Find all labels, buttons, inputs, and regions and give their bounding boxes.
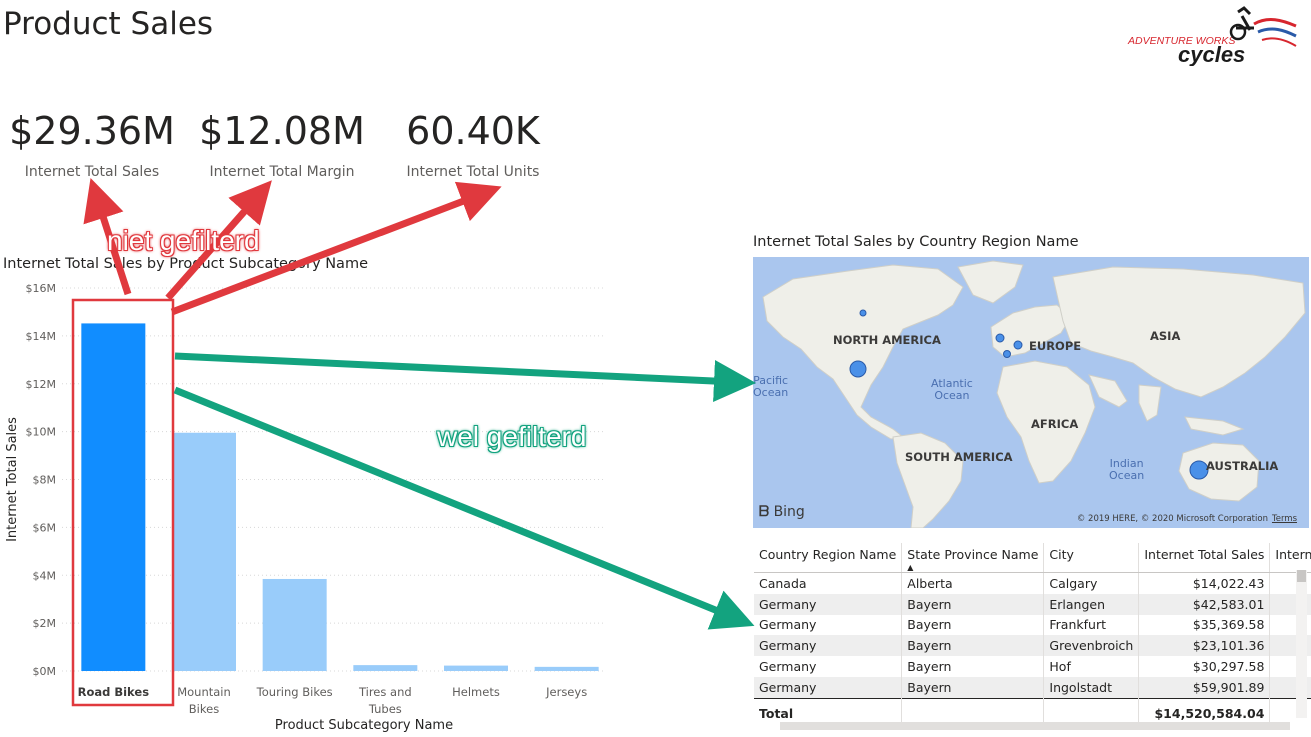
map-label-asia: ASIA [1150, 329, 1181, 343]
map-label-europe: EUROPE [1029, 339, 1082, 353]
x-tick-label: Tubes [368, 702, 402, 716]
bar-tires-and-tubes[interactable] [353, 665, 418, 671]
kpi-total-sales-label: Internet Total Sales [24, 164, 160, 180]
bing-icon: ᗷ [759, 504, 770, 520]
annotation-filtered: wel gefilterd [437, 421, 587, 452]
bar-road-bikes[interactable] [81, 323, 146, 671]
x-axis-title: Product Subcategory Name [275, 718, 453, 733]
bar-chart-title: Internet Total Sales by Product Subcateg… [3, 256, 368, 272]
x-tick-label: Helmets [452, 685, 500, 699]
table-header-row: Country Region Name State Province Name ▲… [754, 543, 1311, 573]
y-tick-label: $12M [26, 378, 57, 391]
sales-table: Country Region Name State Province Name ▲… [754, 543, 1311, 724]
map-bubble-uk[interactable] [995, 333, 1005, 343]
map-label-australia: AUSTRALIA [1206, 459, 1279, 473]
x-tick-label: Touring Bikes [256, 685, 333, 699]
table-row[interactable]: Germany Bayern Frankfurt $35,369.58 [754, 614, 1311, 636]
map-bubble-australia[interactable] [1189, 460, 1209, 480]
table-horizontal-scrollbar[interactable] [780, 722, 1290, 730]
map-label-south-america: SOUTH AMERICA [905, 450, 1013, 464]
table-row[interactable]: Germany Bayern Hof $30,297.58 [754, 656, 1311, 677]
x-tick-label: Bikes [189, 702, 219, 716]
map-copyright: © 2019 HERE, © 2020 Microsoft Corporatio… [1076, 514, 1297, 524]
col-header-total-sales[interactable]: Internet Total Sales [1138, 543, 1271, 573]
bar-mountain-bikes[interactable] [172, 432, 236, 671]
col-header-city[interactable]: City [1043, 543, 1140, 573]
bing-brand: ᗷ Bing [759, 504, 805, 520]
map-bubble-france[interactable] [1003, 350, 1011, 358]
col-header-truncated[interactable]: Intern [1269, 543, 1311, 573]
y-tick-label: $10M [26, 426, 57, 439]
sort-ascending-icon: ▲ [907, 563, 914, 572]
kpi-total-margin-value: $12.08M [199, 109, 365, 153]
kpi-total-margin-label: Internet Total Margin [209, 164, 355, 180]
kpi-total-units-label: Internet Total Units [406, 164, 540, 180]
col-header-state[interactable]: State Province Name ▲ [901, 543, 1045, 573]
y-tick-label: $8M [33, 474, 57, 487]
scrollbar-thumb[interactable] [1297, 570, 1306, 582]
y-tick-label: $0M [33, 665, 57, 678]
bar-helmets[interactable] [444, 665, 508, 671]
map-ocean-indian: Indian Ocean [1109, 457, 1145, 482]
bar-chart[interactable]: $0M $2M $4M $6M $8M $10M $12M $14M $16M Road Bike… [0, 276, 620, 737]
y-tick-label: $16M [26, 282, 57, 295]
table-row[interactable]: Germany Bayern Ingolstadt $59,901.89 [754, 676, 1311, 699]
logo-line2: cycles [1178, 42, 1245, 66]
page-title: Product Sales [3, 6, 214, 42]
bar-touring-bikes[interactable] [262, 578, 327, 671]
map-label-africa: AFRICA [1031, 417, 1079, 431]
map-bubble-usa[interactable] [849, 360, 867, 378]
x-tick-label: Jerseys [545, 685, 587, 699]
map-ocean-atlantic: Atlantic Ocean [931, 377, 973, 402]
x-tick-label: Mountain [177, 685, 231, 699]
table-row[interactable]: Germany Bayern Grevenbroich $23,101.36 [754, 635, 1311, 657]
world-map-land [762, 260, 1306, 528]
table-vertical-scrollbar[interactable] [1296, 570, 1307, 718]
map-terms-link[interactable]: Terms [1271, 514, 1297, 524]
table-total-row: Total $14,520,584.04 [754, 697, 1311, 724]
kpi-total-units-value: 60.40K [406, 109, 540, 153]
col-header-country[interactable]: Country Region Name [754, 543, 903, 573]
map-bubble-germany[interactable] [1013, 340, 1023, 350]
bar-jerseys[interactable] [534, 666, 599, 671]
logo-line1: ADVENTURE WORKS [1127, 35, 1235, 47]
table-row[interactable]: Canada Alberta Calgary $14,022.43 [754, 572, 1311, 594]
y-tick-label: $4M [33, 569, 57, 582]
adventure-works-logo: ADVENTURE WORKS cycles [1127, 6, 1297, 66]
map-ocean-pacific: Pacific Ocean [753, 374, 789, 399]
bing-label: Bing [773, 504, 805, 520]
annotation-not-filtered: niet gefilterd [107, 225, 260, 256]
y-tick-label: $6M [33, 521, 57, 534]
kpi-total-sales-value: $29.36M [9, 109, 175, 153]
x-tick-label: Tires and [358, 685, 412, 699]
map-bubble-canada[interactable] [859, 309, 867, 317]
table-row[interactable]: Germany Bayern Erlangen $42,583.01 [754, 593, 1311, 615]
y-axis-title: Internet Total Sales [5, 417, 20, 542]
y-tick-label: $2M [33, 617, 57, 630]
map-label-north-america: NORTH AMERICA [833, 333, 941, 347]
y-tick-label: $14M [26, 330, 57, 343]
map-title: Internet Total Sales by Country Region N… [753, 234, 1079, 250]
x-tick-label: Road Bikes [78, 685, 150, 699]
map-visual[interactable]: NORTH AMERICA EUROPE ASIA AFRICA SOUTH A… [753, 257, 1309, 528]
